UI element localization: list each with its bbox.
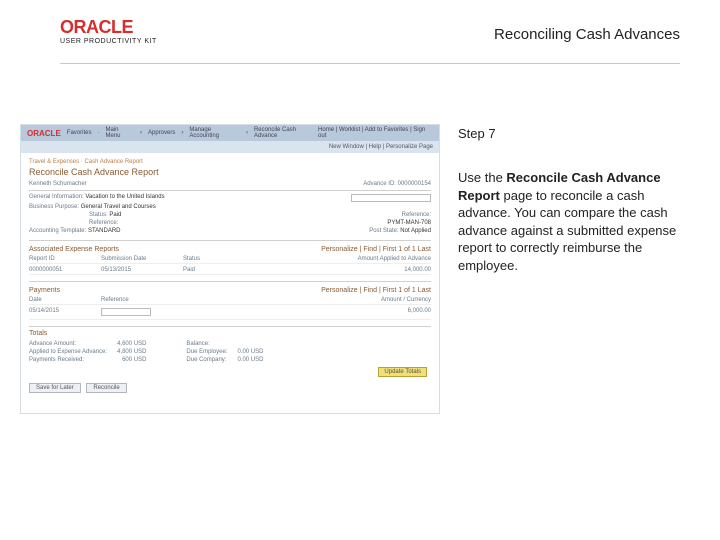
ss-section1-title: Associated Expense Reports (29, 246, 119, 253)
ss-poststate-label: Post State: (369, 228, 398, 234)
ss-template-label: Accounting Template: (29, 228, 86, 234)
ss-topbar: ORACLE Favorites · Main Menu › Approvers… (21, 125, 439, 141)
ss-topbar-links[interactable]: Home | Worklist | Add to Favorites | Sig… (318, 127, 433, 139)
ss-col-date: Submission Date (101, 256, 171, 262)
brand-block: ORACLE USER PRODUCTIVITY KIT (60, 18, 157, 45)
ss-ref2-label: Reference: (89, 220, 118, 226)
ss-poststate-value: Not Applied (400, 228, 431, 234)
ss-pager1-links[interactable]: Personalize | Find | (321, 246, 381, 253)
ss-t2-v: 4,800 USD (117, 349, 146, 355)
ss-tr3-l: Due Company: (186, 357, 226, 363)
ss-t2-l: Applied to Expense Advance: (29, 349, 107, 355)
page-title: Reconciling Cash Advances (494, 18, 680, 43)
ss-pager2-pos: First 1 of 1 Last (383, 287, 431, 294)
ss-bp-label: Business Purpose: (29, 204, 79, 210)
ss-nav-reconcile[interactable]: Reconcile Cash Advance (254, 127, 318, 139)
ss-geninfo-label: General Information: (29, 194, 84, 200)
ss-subbar: New Window | Help | Personalize Page (21, 141, 439, 153)
ss-t3-v: 600 USD (122, 357, 146, 363)
ss-t3-l: Payments Received: (29, 357, 84, 363)
ss-logo: ORACLE (27, 129, 61, 138)
ss-tr3-v: 0.00 USD (237, 357, 263, 363)
ss-advance-id-label: Advance ID: (363, 181, 396, 187)
ss-cell-reportid[interactable]: 0000000051 (29, 267, 89, 273)
ss-section-totals: Totals (29, 326, 431, 337)
ss-section-reports: Associated Expense Reports Personalize |… (29, 240, 431, 253)
ss-pcol-amount: Amount / Currency (183, 297, 431, 303)
ss-nav-favorites[interactable]: Favorites (67, 130, 92, 136)
ss-ref-label: Reference: (402, 212, 431, 218)
ss-breadcrumb: Travel & Expenses · Cash Advance Report (29, 159, 431, 165)
embedded-screenshot: ORACLE Favorites · Main Menu › Approvers… (20, 124, 440, 414)
ss-geninfo-value: Vacation to the United Islands (85, 194, 164, 200)
ss-cell-date: 05/13/2015 (101, 267, 171, 273)
reconcile-button[interactable]: Reconcile (86, 383, 126, 393)
ss-t1-l: Advance Amount: (29, 341, 76, 347)
ss-col-amount: Amount Applied to Advance (235, 256, 431, 262)
brand-logo: ORACLE (60, 18, 157, 36)
ss-cell-amount: 14,000.00 (235, 267, 431, 273)
ss-pcell-amount: 6,000.00 (183, 308, 431, 318)
ss-body: Travel & Expenses · Cash Advance Report … (21, 153, 439, 413)
ss-advance-id-value: 0000000154 (398, 181, 431, 187)
instruction-prefix: Use the (458, 170, 506, 185)
ss-nav-approvers[interactable]: Approvers (148, 130, 175, 136)
ss-tr1-l: Balance: (186, 341, 209, 347)
ss-col-reportid: Report ID (29, 256, 89, 262)
ss-bp-value: General Travel and Courses (81, 204, 156, 210)
ss-status-label: Status: (89, 212, 108, 218)
instruction-text: Use the Reconcile Cash Advance Report pa… (458, 169, 690, 274)
ss-template-value: STANDARD (88, 228, 121, 234)
ss-tr2-v: 0.00 USD (237, 349, 263, 355)
ss-nav-accounting[interactable]: Manage Accounting (189, 127, 240, 139)
save-for-later-button[interactable]: Save for Later (29, 383, 81, 393)
step-label: Step 7 (458, 126, 690, 141)
ss-col-status: Status (183, 256, 223, 262)
ss-status-value: Paid (109, 212, 121, 218)
ss-page-heading: Reconcile Cash Advance Report (29, 167, 431, 177)
ss-pager1-pos: First 1 of 1 Last (383, 246, 431, 253)
ss-nav-main[interactable]: Main Menu (105, 127, 134, 139)
ss-section2-title: Payments (29, 287, 60, 294)
ss-ref2-value: PYMT-MAN-708 (387, 220, 431, 226)
ss-cell-status: Paid (183, 267, 223, 273)
ss-pcol-ref: Reference (101, 297, 171, 303)
ss-blank-input[interactable] (351, 194, 431, 202)
ss-name: Kenneth Schumacher (29, 181, 87, 187)
update-totals-button[interactable]: Update Totals (378, 367, 427, 377)
ss-payment-ref-input[interactable] (101, 308, 151, 316)
ss-section-payments: Payments Personalize | Find | First 1 of… (29, 281, 431, 294)
brand-subtitle: USER PRODUCTIVITY KIT (60, 38, 157, 45)
ss-tr2-l: Due Employee: (186, 349, 227, 355)
ss-t1-v: 4,600 USD (117, 341, 146, 347)
ss-pcell-date: 05/14/2015 (29, 308, 89, 318)
ss-subbar-links[interactable]: New Window | Help | Personalize Page (329, 144, 433, 150)
ss-pager2-links[interactable]: Personalize | Find | (321, 287, 381, 294)
ss-pcol-date: Date (29, 297, 89, 303)
